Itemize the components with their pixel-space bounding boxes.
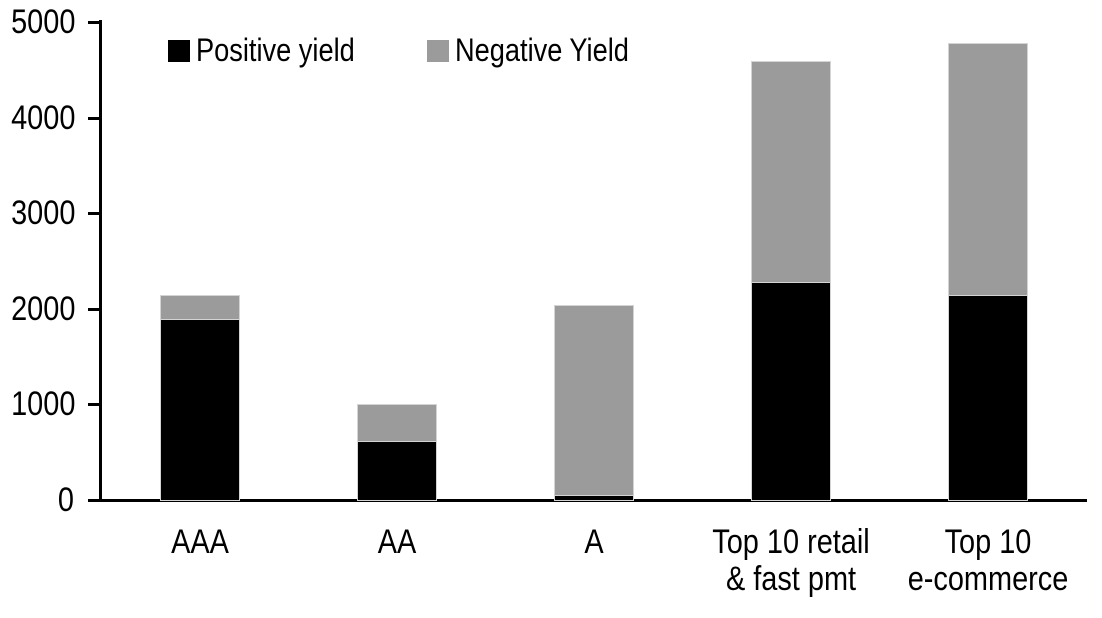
bar-segment-positive-yield bbox=[752, 282, 831, 500]
y-axis-tick bbox=[88, 212, 102, 216]
bar-segment-negative-yield bbox=[949, 43, 1028, 296]
y-axis-tick bbox=[88, 307, 102, 311]
y-axis-tick bbox=[88, 21, 102, 24]
y-axis-tick bbox=[88, 116, 102, 120]
bar-segment-negative-yield bbox=[357, 405, 436, 441]
y-axis-tick bbox=[88, 499, 102, 502]
legend-swatch-negative-yield bbox=[426, 39, 449, 62]
bar-segment-positive-yield bbox=[949, 295, 1028, 500]
y-axis-tick-label: 3000 bbox=[11, 194, 76, 233]
y-axis-tick-label: 5000 bbox=[11, 3, 76, 41]
legend-item-label: Positive yield bbox=[196, 32, 355, 68]
bar-segment-negative-yield bbox=[160, 296, 239, 320]
bar-segment-positive-yield bbox=[555, 495, 633, 500]
x-axis-category-label: AA bbox=[377, 523, 417, 561]
y-axis-tick-label: 0 bbox=[57, 481, 74, 519]
x-axis-line bbox=[99, 499, 1087, 502]
y-axis-line bbox=[99, 20, 102, 502]
legend-item-label: Negative Yield bbox=[454, 32, 629, 68]
legend-swatch-positive-yield bbox=[168, 39, 190, 62]
y-axis-tick-label: 1000 bbox=[11, 385, 76, 424]
y-axis-tick-label: 2000 bbox=[11, 289, 76, 328]
bar-segment-positive-yield bbox=[357, 440, 436, 500]
legend-item: Positive yield bbox=[168, 32, 383, 69]
x-axis-category-label: Top 10 retail & fast pmt bbox=[712, 523, 870, 598]
bar-segment-positive-yield bbox=[160, 319, 239, 500]
y-axis-tick-label: 4000 bbox=[11, 98, 76, 137]
legend: Positive yield Negative Yield bbox=[168, 32, 659, 69]
y-axis-tick bbox=[88, 403, 102, 407]
x-axis-category-label: Top 10 e-commerce bbox=[908, 523, 1069, 598]
bar-segment-negative-yield bbox=[555, 305, 633, 496]
bar-segment-negative-yield bbox=[752, 62, 831, 283]
legend-item: Negative Yield bbox=[426, 32, 660, 69]
x-axis-category-label: A bbox=[584, 523, 604, 561]
x-axis-category-label: AAA bbox=[170, 523, 229, 561]
